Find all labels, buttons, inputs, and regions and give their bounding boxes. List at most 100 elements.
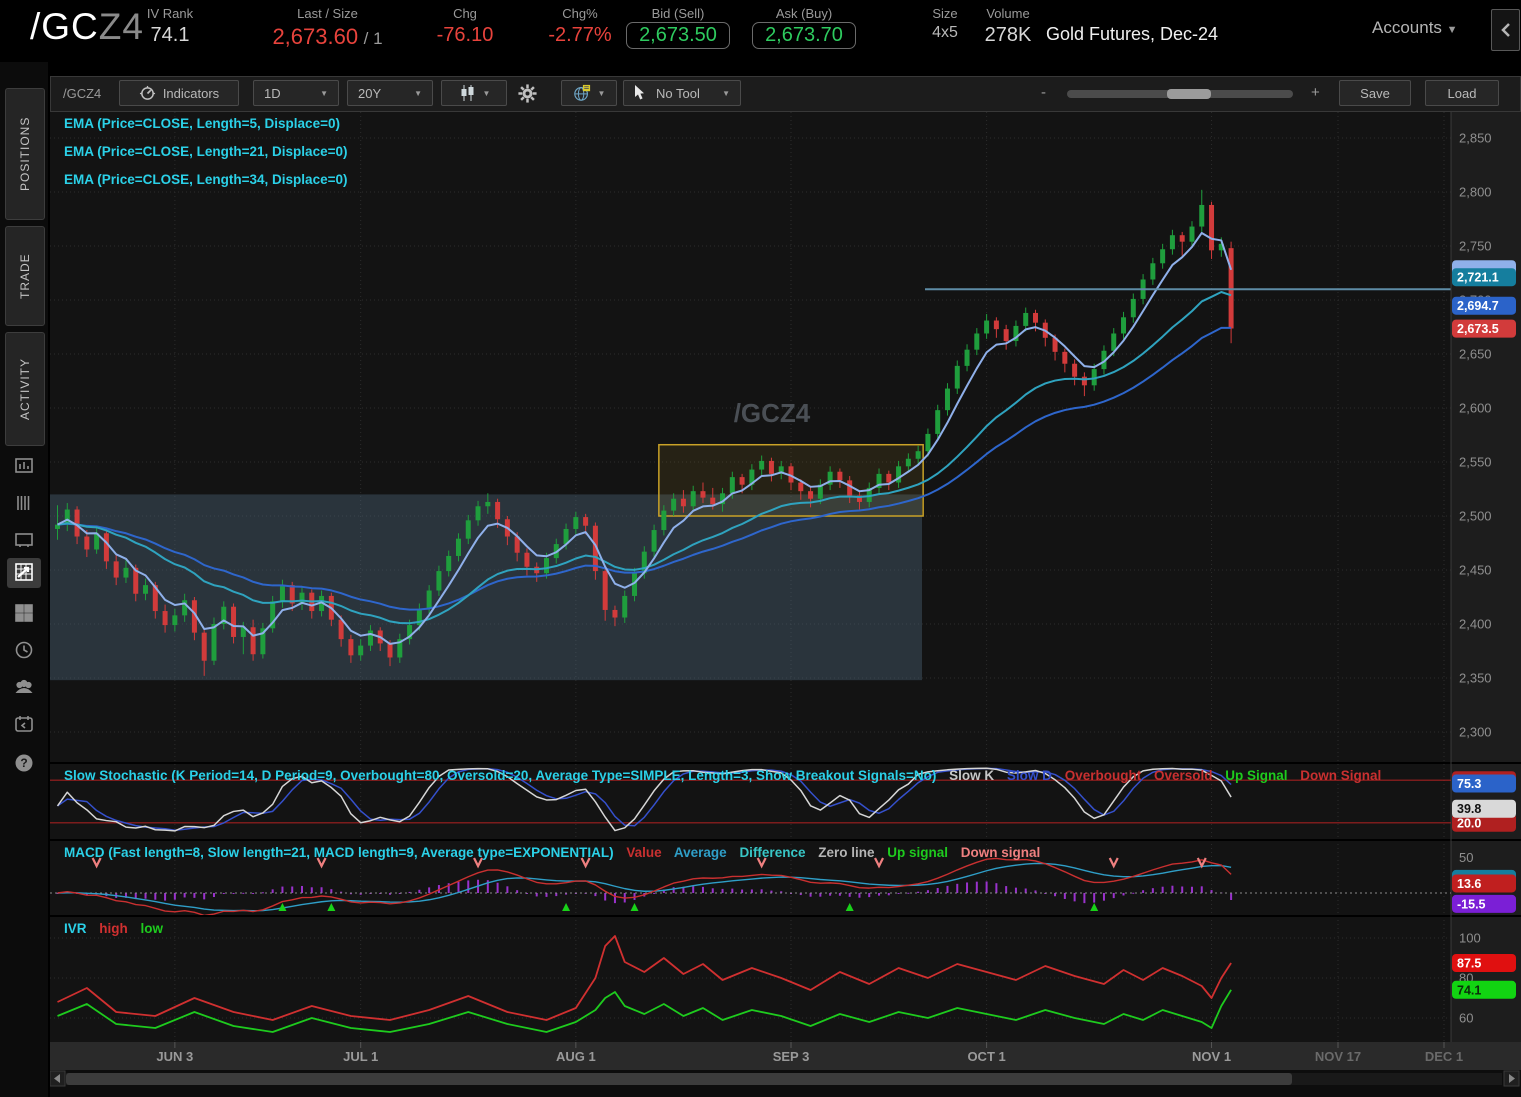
candle [465, 520, 471, 539]
candle [426, 590, 432, 609]
candle [563, 528, 569, 545]
axis-price-bubble [1452, 319, 1516, 338]
watchlist-icon[interactable] [13, 492, 35, 514]
last-size: / 1 [363, 29, 383, 48]
size-value: 4x5 [932, 24, 958, 41]
dashboard-icon[interactable] [13, 602, 35, 624]
chart-scrollbar-handle[interactable] [66, 1073, 1292, 1085]
load-button[interactable]: Load [1425, 80, 1499, 106]
candle [1189, 226, 1195, 242]
candle [886, 473, 892, 483]
chg-label: Chg [453, 6, 477, 21]
candle [201, 632, 207, 661]
view-mode-dropdown[interactable]: ▼ [561, 80, 617, 106]
candle [798, 482, 804, 492]
candle [1091, 369, 1097, 386]
zoom-slider-track[interactable] [1067, 89, 1293, 99]
gauge-icon [139, 85, 155, 100]
sidebar-tab-activity[interactable]: ACTIVITY [5, 332, 45, 446]
candle [485, 501, 491, 507]
candle [64, 509, 70, 525]
range-dropdown[interactable]: 20Y ▼ [347, 80, 433, 106]
history-icon[interactable] [13, 639, 35, 661]
candle [661, 510, 667, 531]
candle [935, 410, 941, 434]
candle [954, 365, 960, 389]
chart-icon[interactable] [7, 558, 41, 588]
candle [1199, 204, 1205, 227]
svg-text:74.1: 74.1 [1457, 983, 1481, 997]
candle [759, 460, 765, 470]
svg-text:2,694.7: 2,694.7 [1457, 299, 1499, 313]
zoom-out-label[interactable]: - [1041, 84, 1046, 101]
candle [573, 517, 579, 529]
drawing-tool-dropdown[interactable]: No Tool ▼ [623, 80, 741, 106]
svg-text:100: 100 [1459, 931, 1481, 946]
accounts-menu[interactable]: Accounts ▼ [1372, 18, 1458, 37]
zoom-in-label[interactable]: + [1311, 84, 1320, 101]
candle [191, 600, 197, 633]
tv-icon[interactable] [13, 528, 35, 550]
calendar-icon[interactable] [13, 713, 35, 735]
ivr-label: IVR [64, 921, 87, 936]
chg-pct-label: Chg% [562, 6, 598, 21]
bid-label: Bid (Sell) [651, 6, 705, 21]
help-icon[interactable]: ? [13, 752, 35, 774]
left-sidebar: POSITIONS TRADE ACTIVITY ? [0, 62, 48, 1097]
legend-oversold: Oversold [1153, 768, 1213, 783]
candle [182, 600, 188, 616]
candle [602, 571, 608, 610]
arrow-left-icon [54, 1074, 60, 1083]
axis-price-bubble [1452, 774, 1516, 793]
chevron-down-icon: ▼ [320, 88, 328, 98]
candle [338, 619, 344, 640]
axis-price-bubble [1452, 296, 1516, 315]
candle [250, 627, 256, 655]
price-chart-canvas[interactable]: /GCZ42,8502,8002,7502,7002,6502,6002,550… [50, 112, 1521, 1097]
legend-up-signal: Up signal [887, 845, 949, 860]
quote-header: /GCZ4 IV Rank 74.1 Last / Size 2,673.60 … [0, 0, 1521, 62]
sidebar-tab-positions[interactable]: POSITIONS [5, 88, 45, 220]
chevron-left-icon [1500, 23, 1510, 37]
candle [592, 525, 598, 572]
sidebar-tab-trade[interactable]: TRADE [5, 226, 45, 326]
size-label: Size [932, 6, 958, 21]
candle [720, 493, 726, 505]
candle [974, 333, 980, 350]
candle [1209, 204, 1215, 251]
svg-text:NOV 1: NOV 1 [1192, 1049, 1231, 1064]
ask-label: Ask (Buy) [775, 6, 833, 21]
bid-button[interactable]: 2,673.50 [626, 22, 730, 49]
ask-button[interactable]: 2,673.70 [752, 22, 856, 49]
candle [847, 480, 853, 496]
ivr-legend-row: IVR high low [64, 921, 1444, 936]
candle [671, 498, 677, 511]
candle [856, 495, 862, 502]
candle [123, 567, 129, 578]
candle [1072, 363, 1078, 377]
zoom-slider-handle[interactable] [1167, 89, 1211, 99]
candle [358, 645, 364, 656]
globe-icon [573, 84, 590, 101]
legend-slow-k: Slow K [949, 768, 995, 783]
svg-text:?: ? [20, 756, 27, 770]
candle [1169, 235, 1175, 250]
quotes-icon[interactable] [13, 455, 35, 477]
candle [1121, 317, 1127, 334]
chart-settings-button[interactable] [517, 83, 538, 109]
ema-5-label: EMA (Price=CLOSE, Length=5, Displace=0) [64, 116, 340, 131]
collapse-panel-button[interactable] [1491, 9, 1520, 51]
chart-style-dropdown[interactable]: ▼ [441, 80, 507, 106]
candle [1052, 337, 1058, 352]
candle [1111, 333, 1117, 351]
indicators-button[interactable]: Indicators [119, 80, 239, 106]
gear-icon [518, 84, 537, 103]
candle [416, 608, 422, 626]
candle [710, 497, 716, 505]
candle [700, 491, 706, 498]
candle [55, 524, 60, 529]
timeframe-dropdown[interactable]: 1D ▼ [253, 80, 339, 106]
save-button[interactable]: Save [1339, 80, 1411, 106]
community-icon[interactable] [13, 676, 35, 698]
